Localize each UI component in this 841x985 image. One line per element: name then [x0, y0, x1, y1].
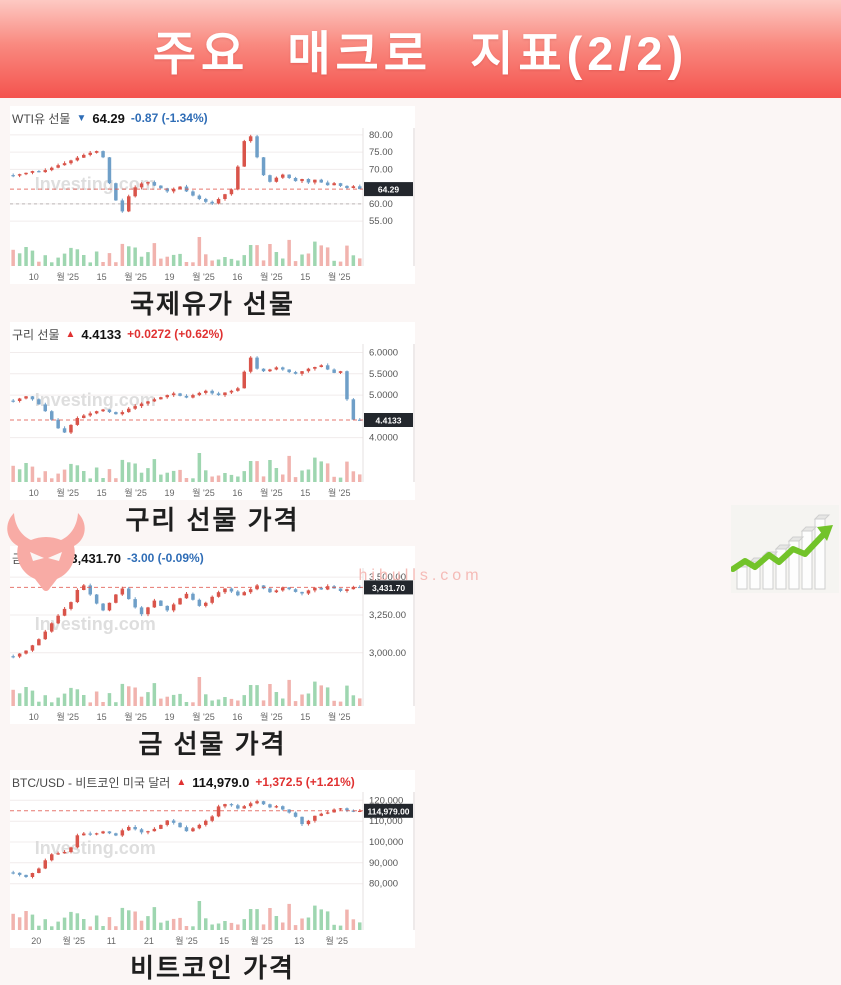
price-change: -3.00 (-0.09%) [126, 551, 204, 565]
copper-candlestick-chart: 6.0000 5.5000 5.0000 4.0000 Investing.com 4.4… [10, 344, 415, 500]
svg-text:100,000: 100,000 [369, 837, 403, 848]
last-price: 4.4133 [81, 326, 122, 342]
svg-text:월 '25: 월 '25 [175, 935, 198, 946]
svg-text:Investing.com: Investing.com [35, 390, 156, 410]
svg-text:15: 15 [97, 488, 107, 498]
svg-text:10: 10 [29, 488, 39, 498]
svg-text:월 '25: 월 '25 [192, 487, 215, 498]
svg-text:19: 19 [164, 272, 174, 282]
svg-text:16: 16 [232, 272, 242, 282]
svg-text:3,250.00: 3,250.00 [369, 610, 406, 621]
btc-chart-header: BTC/USD - 비트코인 미국 달러 ▲ 114,979.0 +1,372.… [10, 770, 415, 792]
svg-text:55.00: 55.00 [369, 216, 393, 227]
instrument-name: BTC/USD - 비트코인 미국 달러 [12, 775, 171, 790]
svg-text:월 '25: 월 '25 [328, 271, 351, 282]
svg-text:월 '25: 월 '25 [328, 711, 351, 722]
wti-candlestick-chart: 80.00 75.00 70.00 60.00 55.00 Investing.com 64… [10, 128, 415, 284]
wti-chart-header: WTI유 선물 ▼ 64.29 -0.87 (-1.34%) [10, 106, 415, 128]
svg-text:월 '25: 월 '25 [124, 711, 147, 722]
svg-text:19: 19 [164, 488, 174, 498]
svg-text:13: 13 [294, 936, 304, 946]
svg-text:5.5000: 5.5000 [369, 369, 398, 380]
svg-text:64.29: 64.29 [378, 185, 400, 195]
svg-text:110,000: 110,000 [369, 816, 403, 827]
instrument-name: 구리 선물 [12, 327, 60, 342]
svg-text:15: 15 [219, 936, 229, 946]
last-price: 64.29 [92, 110, 125, 126]
svg-text:월 '25: 월 '25 [192, 711, 215, 722]
svg-text:월 '25: 월 '25 [325, 935, 348, 946]
svg-text:월 '25: 월 '25 [260, 487, 283, 498]
svg-text:월 '25: 월 '25 [124, 487, 147, 498]
btc-cell: BTC/USD - 비트코인 미국 달러 ▲ 114,979.0 +1,372.… [0, 768, 421, 984]
wti-cell: WTI유 선물 ▼ 64.29 -0.87 (-1.34%) 80.00 75.0… [0, 104, 421, 320]
svg-text:월 '25: 월 '25 [56, 711, 79, 722]
btc-candlestick-chart: 120,000 110,000 100,000 90,000 80,000 Investi… [10, 792, 415, 948]
svg-text:월 '25: 월 '25 [260, 711, 283, 722]
price-change: +0.0272 (+0.62%) [127, 327, 224, 341]
site-url: hibulls.com [358, 567, 483, 584]
svg-text:80,000: 80,000 [369, 879, 398, 890]
svg-text:11: 11 [107, 936, 116, 946]
last-price: 114,979.0 [192, 774, 250, 790]
svg-text:60.00: 60.00 [369, 199, 393, 210]
svg-text:3,000.00: 3,000.00 [369, 648, 406, 659]
svg-text:19: 19 [164, 712, 174, 722]
svg-text:Investing.com: Investing.com [35, 174, 156, 194]
svg-text:4.4133: 4.4133 [376, 416, 402, 426]
price-down-arrow-icon: ▼ [76, 112, 87, 124]
svg-text:20: 20 [31, 936, 41, 946]
svg-text:월 '25: 월 '25 [328, 487, 351, 498]
svg-text:114,979.00: 114,979.00 [367, 806, 409, 816]
rising-bar-chart-graphic [731, 505, 839, 593]
svg-text:3,431.70: 3,431.70 [372, 583, 405, 593]
price-up-arrow-icon: ▲ [176, 776, 187, 788]
svg-text:15: 15 [300, 272, 310, 282]
svg-text:70.00: 70.00 [369, 164, 393, 175]
page-title-banner: 주요 매크로 지표(2/2) [0, 0, 841, 98]
svg-text:16: 16 [232, 712, 242, 722]
chart-caption-btc: 비트코인 가격 [130, 952, 295, 983]
svg-text:15: 15 [97, 272, 107, 282]
svg-text:월 '25: 월 '25 [56, 487, 79, 498]
svg-text:6.0000: 6.0000 [369, 348, 398, 359]
last-price: 3,431.70 [70, 550, 121, 566]
svg-text:월 '25: 월 '25 [124, 271, 147, 282]
btc-chart-panel: BTC/USD - 비트코인 미국 달러 ▲ 114,979.0 +1,372.… [10, 770, 415, 948]
page-title: 주요 매크로 지표(2/2) [152, 26, 689, 80]
price-change: +1,372.5 (+1.21%) [255, 775, 355, 789]
chart-caption-gold: 금 선물 가격 [138, 728, 287, 759]
copper-cell: 구리 선물 ▲ 4.4133 +0.0272 (+0.62%) 6.0000 5.… [0, 320, 421, 536]
copper-chart-header: 구리 선물 ▲ 4.4133 +0.0272 (+0.62%) [10, 322, 415, 344]
svg-text:15: 15 [300, 488, 310, 498]
svg-text:80.00: 80.00 [369, 130, 393, 141]
svg-text:5.0000: 5.0000 [369, 390, 398, 401]
chart-caption-copper: 구리 선물 가격 [125, 504, 300, 535]
svg-text:15: 15 [97, 712, 107, 722]
svg-text:16: 16 [232, 488, 242, 498]
svg-text:10: 10 [29, 712, 39, 722]
instrument-name: WTI유 선물 [12, 111, 71, 126]
svg-text:75.00: 75.00 [369, 147, 393, 158]
price-change: -0.87 (-1.34%) [130, 111, 208, 125]
svg-text:월 '25: 월 '25 [63, 935, 86, 946]
svg-text:월 '25: 월 '25 [192, 271, 215, 282]
svg-text:90,000: 90,000 [369, 858, 398, 869]
svg-text:15: 15 [300, 712, 310, 722]
price-up-arrow-icon: ▲ [65, 328, 76, 340]
chart-caption-wti: 국제유가 선물 [130, 288, 295, 319]
svg-text:21: 21 [144, 936, 154, 946]
hibulls-bull-logo-icon [7, 513, 85, 591]
svg-text:월 '25: 월 '25 [260, 271, 283, 282]
svg-text:3,500.00: 3,500.00 [369, 572, 406, 583]
svg-text:월 '25: 월 '25 [56, 271, 79, 282]
chart-grid: WTI유 선물 ▼ 64.29 -0.87 (-1.34%) 80.00 75.0… [0, 98, 841, 984]
wti-chart-panel: WTI유 선물 ▼ 64.29 -0.87 (-1.34%) 80.00 75.0… [10, 106, 415, 284]
svg-text:월 '25: 월 '25 [250, 935, 273, 946]
svg-text:10: 10 [29, 272, 39, 282]
svg-text:4.0000: 4.0000 [369, 433, 398, 444]
copper-chart-panel: 구리 선물 ▲ 4.4133 +0.0272 (+0.62%) 6.0000 5.… [10, 322, 415, 500]
